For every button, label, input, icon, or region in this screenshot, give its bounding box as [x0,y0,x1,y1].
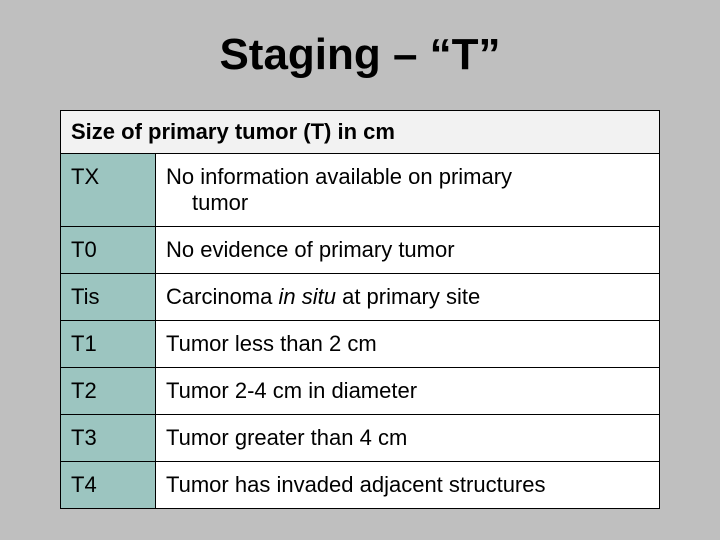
desc-cell: Tumor less than 2 cm [156,321,660,368]
desc-prefix: Carcinoma [166,284,278,309]
table-header-cell: Size of primary tumor (T) in cm [61,111,660,154]
table-row: T0 No evidence of primary tumor [61,227,660,274]
table-row: T1 Tumor less than 2 cm [61,321,660,368]
desc-cell: Tumor greater than 4 cm [156,415,660,462]
table-header-row: Size of primary tumor (T) in cm [61,111,660,154]
table-row: T3 Tumor greater than 4 cm [61,415,660,462]
code-cell: Tis [61,274,156,321]
desc-cell: No evidence of primary tumor [156,227,660,274]
table-row: TX No information available on primary t… [61,154,660,227]
table-row: T4 Tumor has invaded adjacent structures [61,462,660,509]
table-row: Tis Carcinoma in situ at primary site [61,274,660,321]
desc-cell: Tumor has invaded adjacent structures [156,462,660,509]
desc-suffix: at primary site [336,284,480,309]
code-cell: T2 [61,368,156,415]
staging-table: Size of primary tumor (T) in cm TX No in… [60,110,660,509]
desc-cell: Tumor 2-4 cm in diameter [156,368,660,415]
table-row: T2 Tumor 2-4 cm in diameter [61,368,660,415]
slide-container: Staging – “T” Size of primary tumor (T) … [0,0,720,540]
desc-cell: Carcinoma in situ at primary site [156,274,660,321]
code-cell: T3 [61,415,156,462]
desc-line2: tumor [166,190,649,216]
page-title: Staging – “T” [60,30,660,80]
code-cell: T0 [61,227,156,274]
desc-cell: No information available on primary tumo… [156,154,660,227]
code-cell: TX [61,154,156,227]
code-cell: T1 [61,321,156,368]
desc-italic: in situ [278,284,335,309]
code-cell: T4 [61,462,156,509]
desc-line1: No information available on primary [166,164,512,189]
